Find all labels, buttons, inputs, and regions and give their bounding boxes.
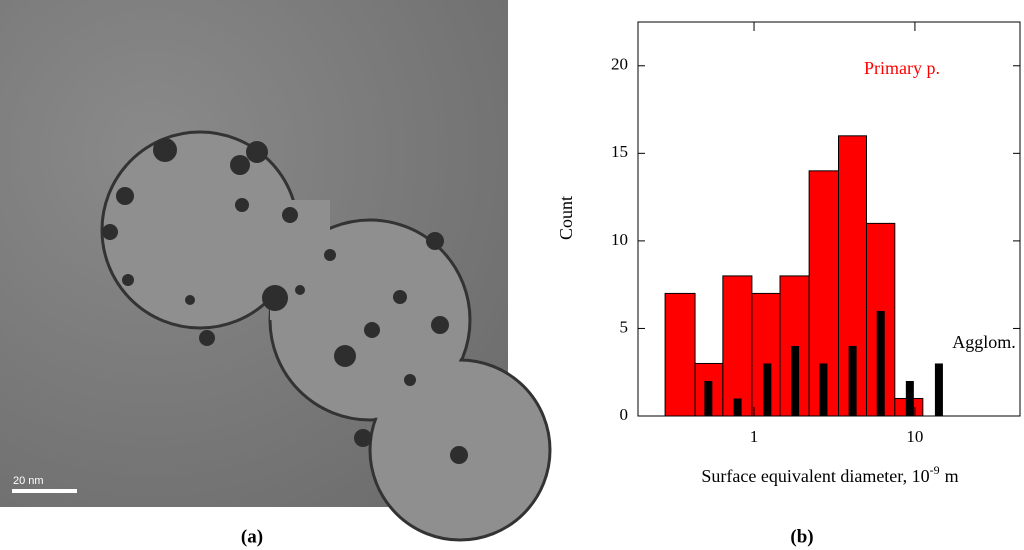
bar [722, 275, 753, 417]
plot-frame [637, 21, 1021, 417]
bar [791, 345, 800, 416]
panel-label: (a) [241, 526, 263, 547]
panel-label: (b) [790, 526, 813, 547]
x-axis-label-exponent: -9 [930, 463, 940, 477]
bar [905, 380, 914, 416]
y-tick-label: 15 [611, 142, 628, 161]
scale-bar-label: 20 nm [13, 475, 44, 487]
y-tick-label: 20 [611, 55, 628, 74]
y-tick-label: 10 [611, 230, 628, 249]
x-tick-label: 10 [906, 427, 923, 446]
bar [819, 363, 828, 416]
x-axis-label: Surface equivalent diameter, 10-9 m [701, 463, 958, 486]
y-tick-label: 5 [620, 317, 629, 336]
legend-label: Agglom. [952, 332, 1016, 352]
bar [934, 363, 943, 416]
bar [733, 398, 742, 416]
bar [763, 363, 772, 416]
bar [876, 310, 885, 416]
bar [704, 380, 713, 416]
x-axis-label-unit: m [945, 466, 959, 486]
y-tick-label: 0 [620, 405, 629, 424]
bar [848, 345, 857, 416]
y-axis-label: Count [556, 196, 576, 240]
x-tick-label: 1 [750, 427, 759, 446]
micrograph: 20 nm [0, 0, 552, 542]
bar [664, 292, 696, 417]
legend-label: Primary p. [864, 58, 940, 78]
x-axis-label-text: Surface equivalent diameter, 10 [701, 466, 929, 486]
